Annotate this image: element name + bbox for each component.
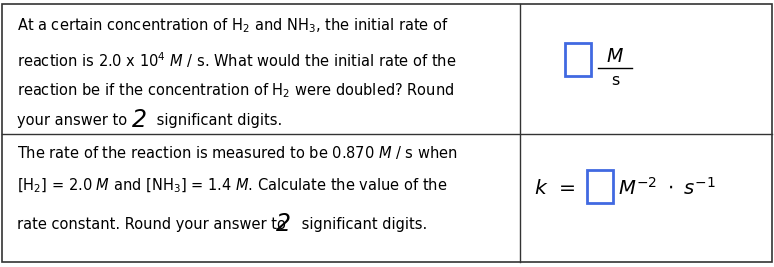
Text: $\it{k}$  =: $\it{k}$ = [534, 179, 576, 198]
Text: 2: 2 [276, 212, 291, 236]
Text: your answer to: your answer to [17, 113, 132, 128]
Text: The rate of the reaction is measured to be 0.870 $\it{M}$ / s when: The rate of the reaction is measured to … [17, 144, 457, 161]
Text: At a certain concentration of $\mathdefault{H_2}$ and $\mathdefault{NH_3}$, the : At a certain concentration of $\mathdefa… [17, 16, 449, 35]
Text: significant digits.: significant digits. [152, 113, 283, 128]
Text: $\it{M}^{-2}\ \cdot\ \it{s}^{-1}$: $\it{M}^{-2}\ \cdot\ \it{s}^{-1}$ [618, 177, 715, 199]
Text: reaction be if the concentration of $\mathdefault{H_2}$ were doubled? Round: reaction be if the concentration of $\ma… [17, 81, 454, 100]
Text: reaction is 2.0 x $\mathdefault{10^4}$ $\it{M}$ / s. What would the initial rate: reaction is 2.0 x $\mathdefault{10^4}$ $… [17, 50, 457, 70]
Text: s: s [611, 73, 619, 88]
Bar [565, 43, 591, 76]
Bar [587, 170, 613, 203]
Text: $\mathdefault{[H_2]}$ = 2.0 $\it{M}$ and $\mathdefault{[NH_3]}$ = 1.4 $\it{M}$. : $\mathdefault{[H_2]}$ = 2.0 $\it{M}$ and… [17, 176, 447, 195]
Text: $\it{M}$: $\it{M}$ [606, 46, 625, 66]
Text: rate constant. Round your answer to: rate constant. Round your answer to [17, 217, 290, 232]
Text: 2: 2 [132, 108, 146, 132]
Text: significant digits.: significant digits. [297, 217, 427, 232]
